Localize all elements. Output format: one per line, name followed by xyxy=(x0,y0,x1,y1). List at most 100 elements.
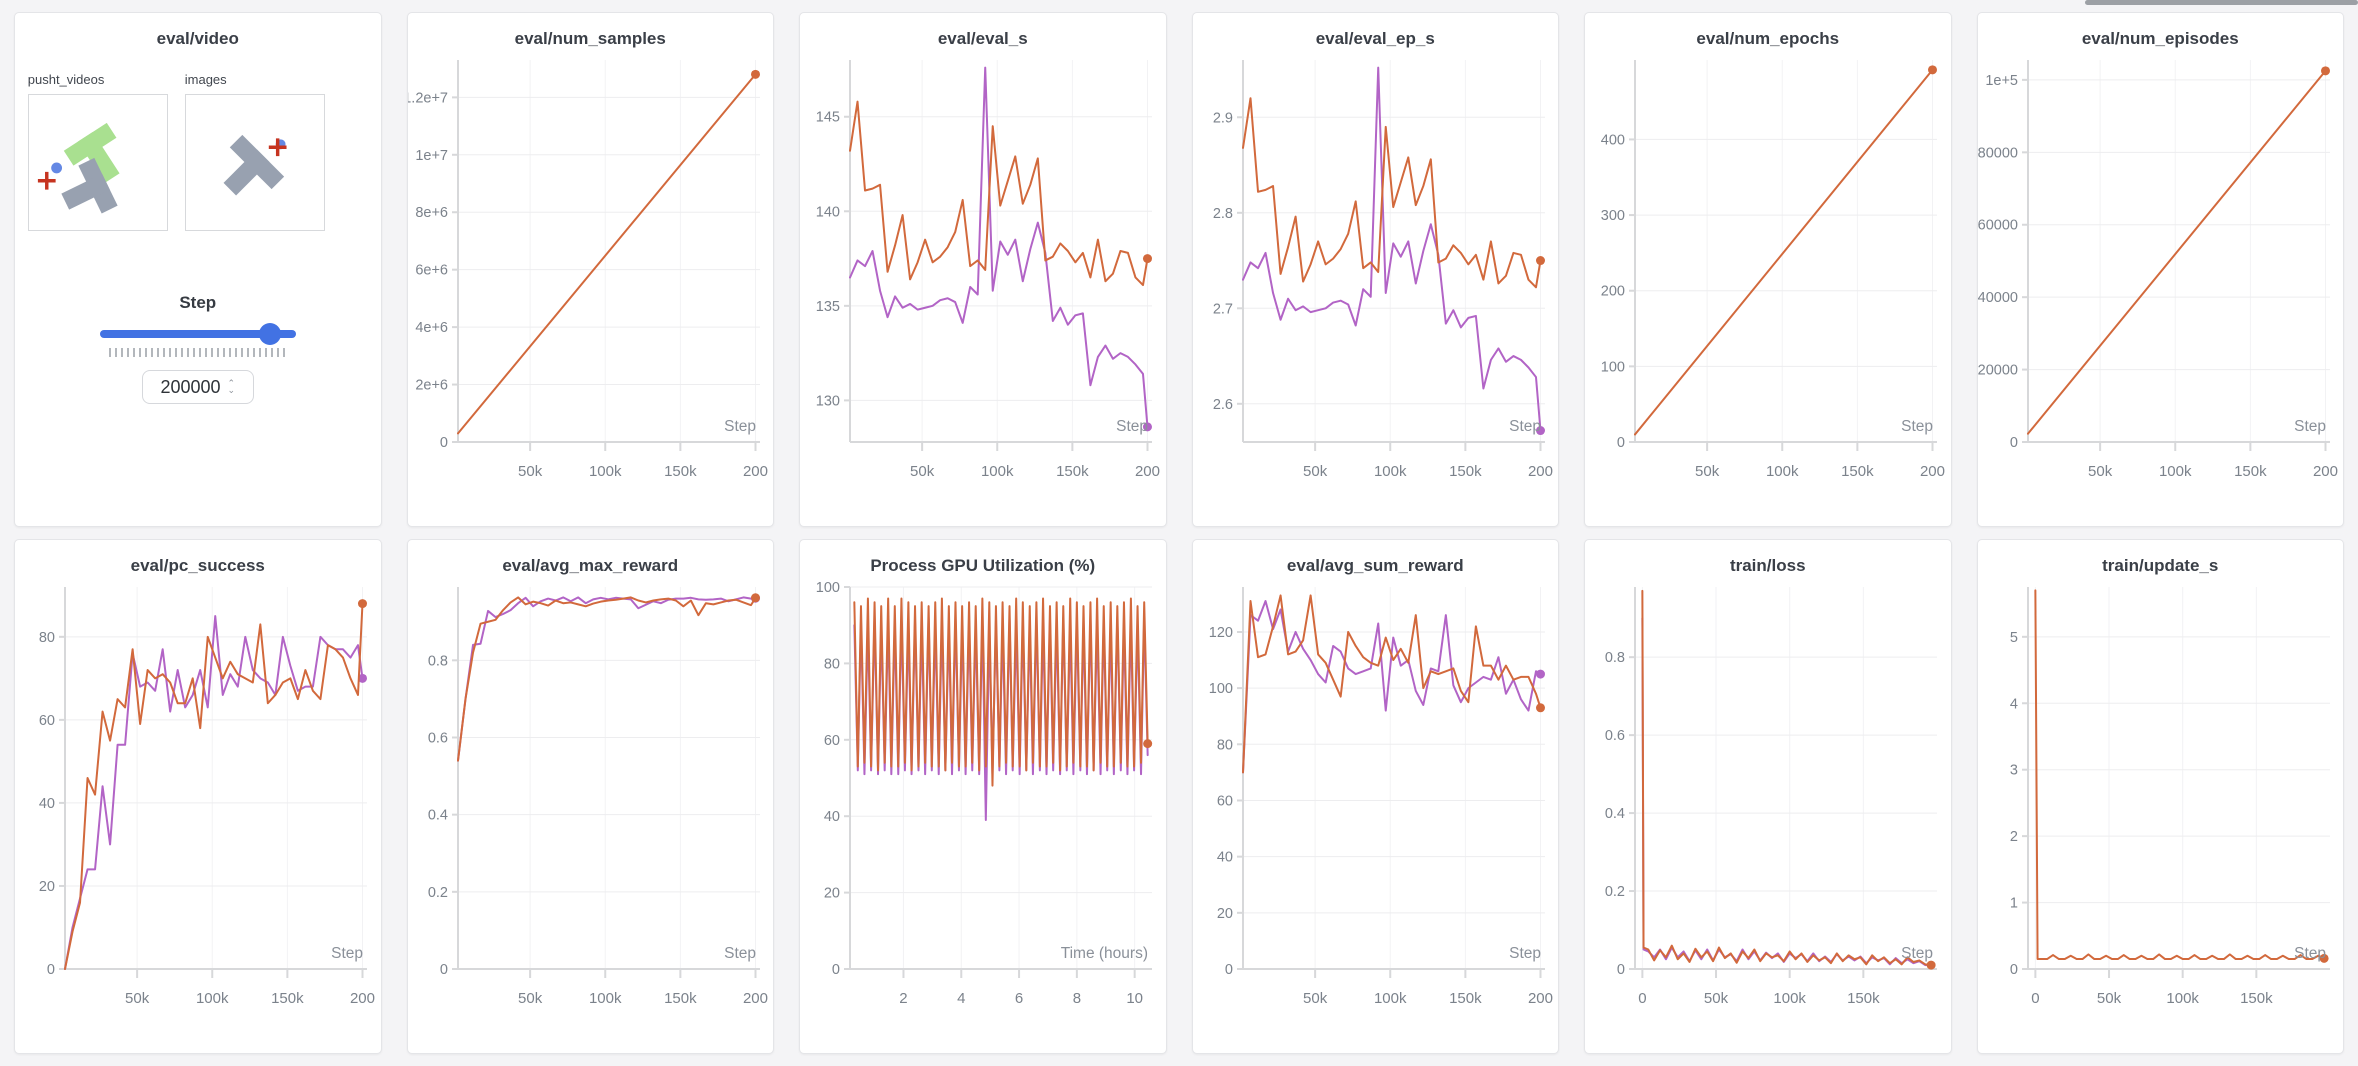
svg-text:150k: 150k xyxy=(271,990,304,1007)
chart-canvas[interactable]: 0 1 2 3 4 5 0 50k 100k 150k Step xyxy=(1978,579,2343,1031)
step-value-input[interactable]: 200000 ⌃ ⌄ xyxy=(141,370,254,404)
slider-thumb[interactable] xyxy=(259,323,282,345)
increment-icon[interactable]: ⌃ xyxy=(227,378,236,388)
chart-canvas[interactable]: 2.6 2.7 2.8 2.9 50k 100k 150k 200 Step xyxy=(1193,52,1558,504)
svg-text:0.4: 0.4 xyxy=(428,808,448,824)
svg-text:50k: 50k xyxy=(2097,990,2122,1007)
chart-canvas[interactable]: 0 0.2 0.4 0.6 0.8 0 50k 100k 150k Step xyxy=(1585,579,1950,1031)
images-thumbnail[interactable] xyxy=(184,94,325,231)
horizontal-scrollbar[interactable] xyxy=(2085,0,2358,5)
chart-title: eval/eval_ep_s xyxy=(1315,29,1435,48)
svg-text:150k: 150k xyxy=(1841,463,1874,480)
svg-text:1e+5: 1e+5 xyxy=(1985,73,2018,89)
panel-gpu-utilization: Process GPU Utilization (%) 0 20 40 60 80 100… xyxy=(799,539,1167,1054)
svg-text:0.2: 0.2 xyxy=(428,885,448,901)
svg-text:50k: 50k xyxy=(1303,463,1328,480)
panel-eval-eval-s: eval/eval_s 130 135 140 145 50k 100k 150k 200 St… xyxy=(799,12,1167,527)
chart-title: eval/num_epochs xyxy=(1696,29,1840,48)
gray-t-shape xyxy=(61,157,118,214)
svg-text:40: 40 xyxy=(39,796,55,812)
svg-text:2.8: 2.8 xyxy=(1213,206,1233,222)
svg-text:130: 130 xyxy=(816,393,840,409)
svg-text:40: 40 xyxy=(1217,850,1233,866)
svg-text:50k: 50k xyxy=(518,990,543,1007)
svg-text:150k: 150k xyxy=(1056,463,1089,480)
svg-text:6: 6 xyxy=(1015,990,1023,1007)
slider-track[interactable] xyxy=(99,330,296,338)
svg-text:50k: 50k xyxy=(1704,990,1729,1007)
svg-text:Step: Step xyxy=(2294,945,2326,962)
svg-text:150k: 150k xyxy=(1449,990,1482,1007)
svg-text:80: 80 xyxy=(824,656,840,672)
panel-grid: eval/video pusht_videos images xyxy=(14,12,2344,1054)
svg-text:100k: 100k xyxy=(1766,463,1799,480)
chart-canvas[interactable]: 0 0.2 0.4 0.6 0.8 50k 100k 150k 200 Step xyxy=(408,579,773,1031)
panel-eval-num-samples: eval/num_samples 0 2e+6 4e+6 6e+6 8e+6 1e+7 1.… xyxy=(406,12,774,527)
svg-text:20: 20 xyxy=(1217,906,1233,922)
chart-canvas[interactable]: 0 20000 40000 60000 80000 1e+5 50k 100k 150k 200 S… xyxy=(1978,52,2343,504)
agent-dot xyxy=(50,162,62,174)
svg-text:200: 200 xyxy=(743,990,768,1007)
svg-text:0: 0 xyxy=(2031,990,2039,1007)
svg-text:80: 80 xyxy=(1217,737,1233,753)
goal-cross xyxy=(37,171,56,190)
svg-text:135: 135 xyxy=(816,299,840,315)
svg-text:0.6: 0.6 xyxy=(428,730,448,746)
decrement-icon[interactable]: ⌄ xyxy=(227,385,236,395)
svg-text:50k: 50k xyxy=(1695,463,1720,480)
chart-canvas[interactable]: 0 20 40 60 80 100 120 50k 100k 150k 200 Step xyxy=(1193,579,1558,1031)
thumb-label-pusht-videos: pusht_videos xyxy=(27,72,105,87)
svg-text:Step: Step xyxy=(1509,945,1541,962)
svg-text:6e+6: 6e+6 xyxy=(415,263,448,279)
svg-text:10: 10 xyxy=(1127,990,1144,1007)
panel-eval-pc-success: eval/pc_success 0 20 40 60 80 50k 100k 150k 200 S… xyxy=(14,539,382,1054)
chart-canvas[interactable]: 130 135 140 145 50k 100k 150k 200 Step xyxy=(800,52,1165,504)
svg-text:Step: Step xyxy=(1116,418,1148,435)
svg-text:Step: Step xyxy=(2294,418,2326,435)
svg-text:80000: 80000 xyxy=(1978,145,2018,161)
panel-eval-video: eval/video pusht_videos images xyxy=(14,12,382,527)
panel-train-update-s: train/update_s 0 1 2 3 4 5 0 50k 100k 150k Step xyxy=(1976,539,2344,1054)
svg-text:50k: 50k xyxy=(2088,463,2113,480)
step-slider[interactable] xyxy=(99,323,296,345)
svg-text:145: 145 xyxy=(816,110,840,126)
svg-text:100: 100 xyxy=(1209,681,1233,697)
svg-text:Step: Step xyxy=(724,418,756,435)
svg-text:1.2e+7: 1.2e+7 xyxy=(408,90,448,106)
svg-text:100k: 100k xyxy=(589,990,622,1007)
svg-text:150k: 150k xyxy=(1847,990,1880,1007)
svg-text:60: 60 xyxy=(39,713,55,729)
svg-text:0: 0 xyxy=(1225,962,1233,978)
chart-title: eval/num_episodes xyxy=(2081,29,2239,48)
svg-text:2e+6: 2e+6 xyxy=(415,378,448,394)
svg-text:Step: Step xyxy=(1901,418,1933,435)
svg-text:60000: 60000 xyxy=(1978,218,2018,234)
svg-text:4e+6: 4e+6 xyxy=(415,320,448,336)
chart-canvas[interactable]: 0 2e+6 4e+6 6e+6 8e+6 1e+7 1.2e+7 50k 100k 150k 20… xyxy=(408,52,773,504)
svg-text:0: 0 xyxy=(1617,962,1625,978)
svg-text:100: 100 xyxy=(816,580,840,596)
svg-text:0.4: 0.4 xyxy=(1605,806,1625,822)
svg-text:0: 0 xyxy=(2010,435,2018,451)
chart-canvas[interactable]: 0 100 200 300 400 50k 100k 150k 200 Step xyxy=(1585,52,1950,504)
chart-canvas[interactable]: 0 20 40 60 80 100 2 4 6 8 10 Time (hours) xyxy=(800,579,1165,1031)
svg-text:300: 300 xyxy=(1601,208,1625,224)
svg-text:200: 200 xyxy=(1135,463,1160,480)
pusht-video-thumbnail[interactable] xyxy=(27,94,168,231)
svg-text:200: 200 xyxy=(2313,463,2338,480)
svg-text:150k: 150k xyxy=(664,463,697,480)
svg-text:200: 200 xyxy=(1528,990,1553,1007)
svg-text:4: 4 xyxy=(957,990,965,1007)
stepper-arrows[interactable]: ⌃ ⌄ xyxy=(227,378,236,395)
svg-text:120: 120 xyxy=(1209,625,1233,641)
svg-text:20000: 20000 xyxy=(1978,363,2018,379)
svg-text:150k: 150k xyxy=(2240,990,2273,1007)
chart-title: Process GPU Utilization (%) xyxy=(870,556,1096,575)
svg-text:0.8: 0.8 xyxy=(428,653,448,669)
svg-text:140: 140 xyxy=(816,204,840,220)
chart-canvas[interactable]: 0 20 40 60 80 50k 100k 150k 200 Step xyxy=(15,579,380,1031)
svg-text:80: 80 xyxy=(39,630,55,646)
svg-text:0: 0 xyxy=(832,962,840,978)
chart-title: train/loss xyxy=(1729,556,1806,575)
svg-text:2.9: 2.9 xyxy=(1213,110,1233,126)
